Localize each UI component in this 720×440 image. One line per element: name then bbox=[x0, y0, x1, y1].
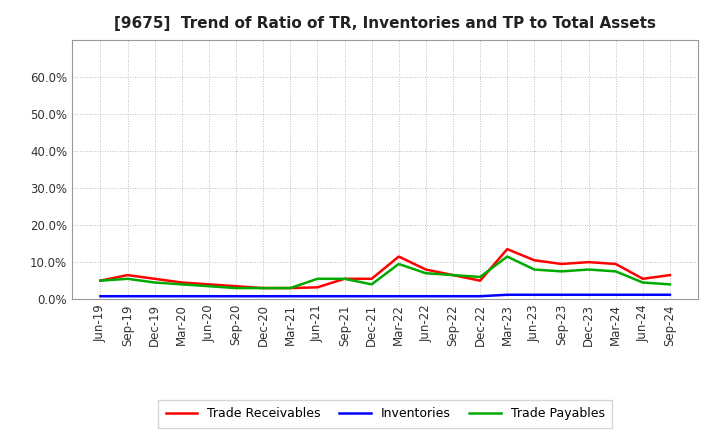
Trade Payables bbox=[665, 282, 674, 287]
Inventories bbox=[557, 292, 566, 297]
Trade Receivables bbox=[286, 286, 294, 291]
Line: Trade Payables: Trade Payables bbox=[101, 257, 670, 288]
Line: Trade Receivables: Trade Receivables bbox=[101, 249, 670, 288]
Inventories bbox=[286, 293, 294, 299]
Trade Receivables bbox=[395, 254, 403, 259]
Trade Payables bbox=[150, 280, 159, 285]
Inventories bbox=[232, 293, 240, 299]
Trade Payables bbox=[96, 278, 105, 283]
Trade Payables bbox=[421, 271, 430, 276]
Inventories bbox=[421, 293, 430, 299]
Trade Receivables bbox=[259, 286, 268, 291]
Trade Receivables bbox=[150, 276, 159, 282]
Inventories bbox=[259, 293, 268, 299]
Trade Payables bbox=[395, 261, 403, 267]
Trade Receivables bbox=[421, 267, 430, 272]
Trade Payables bbox=[178, 282, 186, 287]
Inventories bbox=[530, 292, 539, 297]
Trade Receivables bbox=[611, 261, 620, 267]
Legend: Trade Receivables, Inventories, Trade Payables: Trade Receivables, Inventories, Trade Pa… bbox=[158, 400, 612, 428]
Line: Inventories: Inventories bbox=[101, 295, 670, 296]
Inventories bbox=[204, 293, 213, 299]
Trade Payables bbox=[449, 272, 457, 278]
Inventories bbox=[367, 293, 376, 299]
Trade Payables bbox=[313, 276, 322, 282]
Trade Payables bbox=[204, 284, 213, 289]
Trade Payables bbox=[584, 267, 593, 272]
Trade Payables bbox=[639, 280, 647, 285]
Inventories bbox=[449, 293, 457, 299]
Trade Payables bbox=[123, 276, 132, 282]
Inventories bbox=[123, 293, 132, 299]
Inventories bbox=[503, 292, 511, 297]
Inventories bbox=[341, 293, 349, 299]
Trade Payables bbox=[232, 286, 240, 291]
Trade Receivables bbox=[476, 278, 485, 283]
Inventories bbox=[313, 293, 322, 299]
Trade Receivables bbox=[123, 272, 132, 278]
Trade Payables bbox=[557, 269, 566, 274]
Trade Payables bbox=[367, 282, 376, 287]
Trade Receivables bbox=[178, 280, 186, 285]
Inventories bbox=[584, 292, 593, 297]
Trade Payables bbox=[259, 286, 268, 291]
Trade Receivables bbox=[341, 276, 349, 282]
Inventories bbox=[150, 293, 159, 299]
Trade Receivables bbox=[639, 276, 647, 282]
Inventories bbox=[476, 293, 485, 299]
Inventories bbox=[611, 292, 620, 297]
Trade Receivables bbox=[665, 272, 674, 278]
Trade Payables bbox=[476, 274, 485, 279]
Inventories bbox=[96, 293, 105, 299]
Trade Payables bbox=[503, 254, 511, 259]
Trade Receivables bbox=[449, 272, 457, 278]
Trade Receivables bbox=[232, 284, 240, 289]
Trade Payables bbox=[611, 269, 620, 274]
Trade Payables bbox=[341, 276, 349, 282]
Trade Receivables bbox=[530, 258, 539, 263]
Trade Receivables bbox=[96, 278, 105, 283]
Trade Receivables bbox=[204, 282, 213, 287]
Inventories bbox=[639, 292, 647, 297]
Trade Receivables bbox=[503, 246, 511, 252]
Inventories bbox=[665, 292, 674, 297]
Trade Receivables bbox=[313, 285, 322, 290]
Trade Receivables bbox=[557, 261, 566, 267]
Inventories bbox=[395, 293, 403, 299]
Inventories bbox=[178, 293, 186, 299]
Trade Payables bbox=[530, 267, 539, 272]
Title: [9675]  Trend of Ratio of TR, Inventories and TP to Total Assets: [9675] Trend of Ratio of TR, Inventories… bbox=[114, 16, 656, 32]
Trade Receivables bbox=[367, 276, 376, 282]
Trade Payables bbox=[286, 286, 294, 291]
Trade Receivables bbox=[584, 260, 593, 265]
